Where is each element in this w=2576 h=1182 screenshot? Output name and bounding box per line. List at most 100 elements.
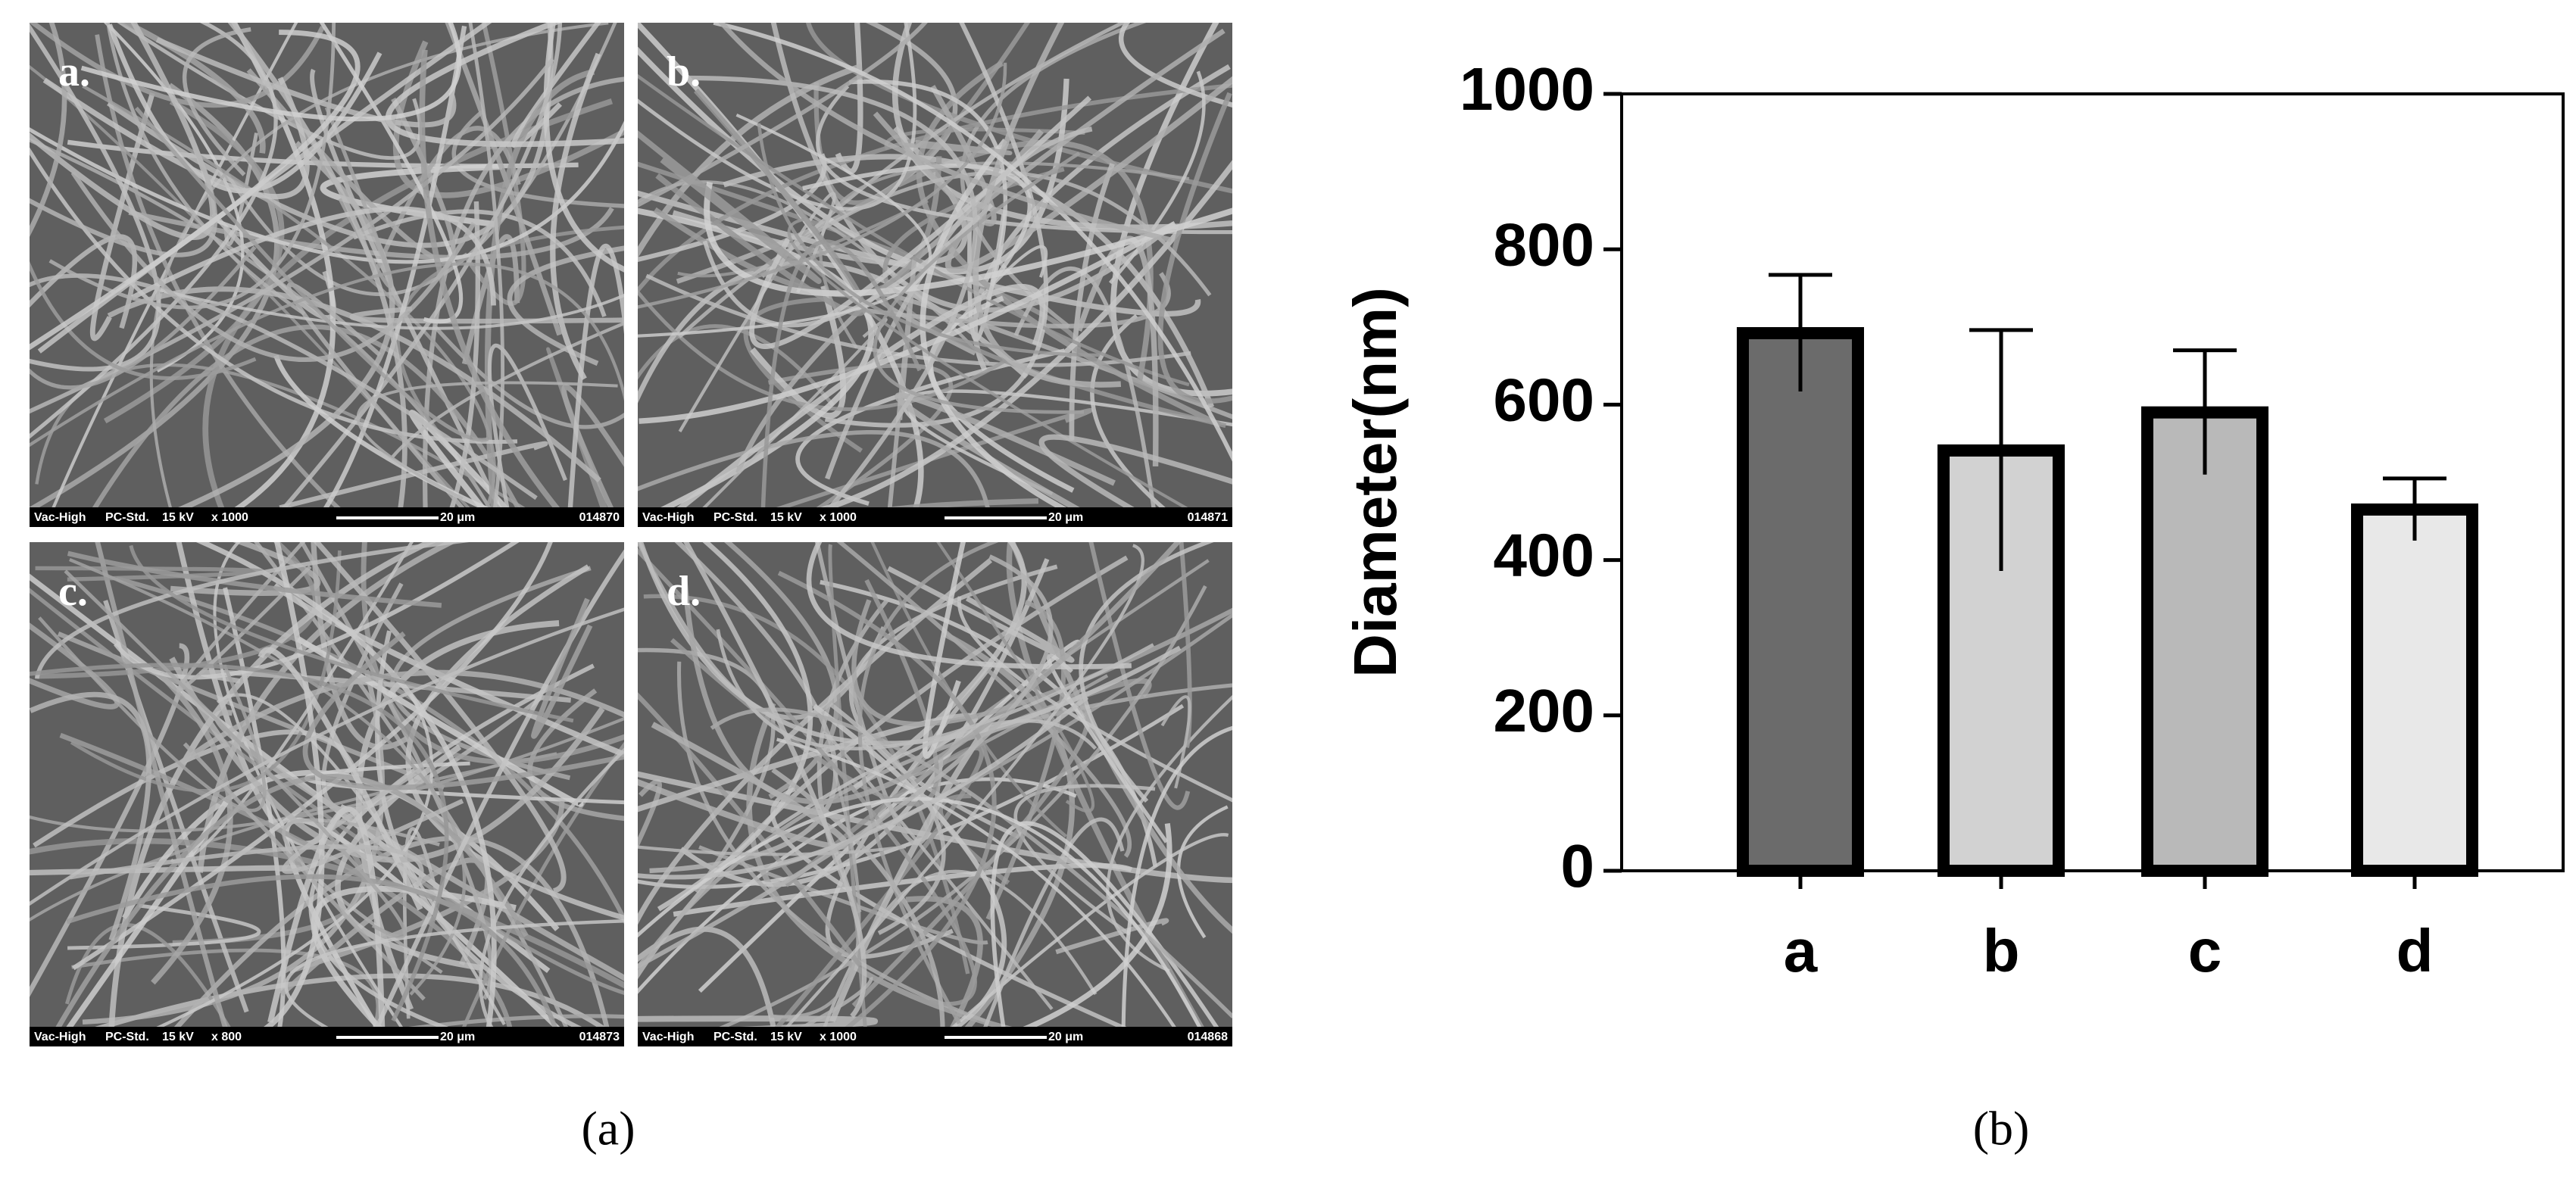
fiber: [30, 260, 257, 380]
fiber: [550, 52, 601, 381]
fiber: [1106, 694, 1232, 973]
bar-chart: 0 200 400 600 800 1000 Diameter(nm) a b c d: [1341, 55, 2565, 984]
fiber: [716, 407, 1093, 527]
sem-image: a. Vac-High PC-Std. 15 kV x 1000 20 μm 014870: [30, 23, 624, 527]
fiber: [673, 862, 1133, 917]
fiber: [487, 343, 567, 527]
fiber: [320, 164, 503, 228]
fiber: [1055, 918, 1169, 955]
info-text: Vac-High: [34, 1031, 86, 1043]
fiber: [652, 283, 1046, 527]
fiber: [281, 767, 464, 875]
fiber: [30, 136, 218, 257]
fiber: [30, 838, 624, 989]
y-tick-label: 200: [1494, 677, 1594, 744]
fiber: [828, 544, 869, 1046]
fibers: [638, 23, 1232, 527]
fiber: [365, 549, 624, 1046]
caption: (b): [1973, 1102, 2030, 1155]
fiber: [973, 23, 1122, 388]
info-text: 15 kV: [770, 1031, 802, 1043]
info-bar: [30, 507, 624, 527]
fiber: [638, 23, 928, 208]
fiber: [812, 703, 1007, 1046]
info-text: Vac-High: [642, 511, 694, 524]
fiber: [319, 23, 464, 324]
fiber: [1013, 784, 1156, 936]
info-text: 15 kV: [162, 511, 194, 524]
panel-label: b.: [667, 48, 701, 95]
fiber: [302, 631, 624, 791]
fiber: [787, 217, 1223, 527]
fiber: [129, 544, 574, 723]
fibers: [638, 542, 1232, 1046]
fiber: [155, 36, 457, 128]
fiber: [57, 632, 445, 790]
info-text: 20 μm: [440, 511, 475, 524]
fiber: [873, 151, 1085, 414]
fiber: [936, 542, 1095, 813]
info-text: Vac-High: [642, 1031, 694, 1043]
fiber: [825, 126, 1093, 480]
fiber: [638, 797, 1212, 1046]
x-tick-label: b: [1983, 917, 2020, 984]
fiber: [829, 702, 946, 935]
fiber: [718, 23, 1172, 242]
fiber: [149, 23, 609, 527]
info-text: 15 kV: [770, 511, 802, 524]
fiber: [30, 588, 624, 996]
sem-image: b. Vac-High PC-Std. 15 kV x 1000 20 μm 014871: [638, 23, 1232, 527]
fiber: [760, 239, 922, 527]
fiber: [67, 550, 442, 608]
fiber: [743, 296, 863, 453]
info-text: 15 kV: [162, 1031, 194, 1043]
info-text: PC-Std.: [105, 511, 149, 524]
fiber: [760, 23, 1127, 279]
fiber: [64, 569, 407, 939]
fiber: [639, 220, 1177, 424]
fiber: [352, 209, 607, 317]
fiber: [258, 647, 423, 911]
fiber: [159, 288, 624, 330]
fiber: [103, 99, 285, 424]
panel-label: c.: [58, 568, 88, 615]
fiber: [313, 542, 567, 894]
fiber: [58, 798, 230, 1042]
info-text: PC-Std.: [713, 511, 757, 524]
fiber: [638, 129, 822, 284]
x-tick-label: a: [1784, 917, 1818, 984]
y-tick-label: 0: [1561, 832, 1595, 900]
fiber: [296, 636, 584, 807]
fiber: [35, 363, 548, 524]
fiber: [48, 23, 336, 310]
info-bar: [638, 507, 1232, 527]
fiber: [395, 225, 624, 457]
fiber: [1038, 434, 1232, 527]
fiber: [66, 874, 564, 1046]
fiber: [757, 123, 1101, 357]
fiber: [638, 777, 1077, 994]
fiber: [70, 550, 342, 793]
fiber: [638, 683, 1232, 971]
fiber: [507, 245, 624, 366]
fiber: [134, 106, 489, 442]
fiber: [38, 616, 267, 812]
fiber: [419, 49, 576, 527]
y-axis-label: Diameter(nm): [1341, 287, 1409, 678]
fiber: [156, 836, 614, 1046]
fiber: [777, 570, 997, 1046]
fiber: [30, 30, 361, 351]
fiber: [69, 844, 424, 887]
fiber: [216, 693, 506, 1025]
fiber: [42, 76, 310, 200]
fiber: [273, 583, 624, 758]
sem-image: c. Vac-High PC-Std. 15 kV x 800 20 μm 014873: [30, 542, 624, 1046]
fibers: [30, 23, 624, 527]
fiber: [638, 692, 863, 968]
info-text: PC-Std.: [713, 1031, 757, 1043]
fiber: [30, 58, 554, 414]
fiber: [1179, 542, 1192, 748]
fiber: [1176, 805, 1229, 939]
fiber: [638, 554, 1054, 969]
